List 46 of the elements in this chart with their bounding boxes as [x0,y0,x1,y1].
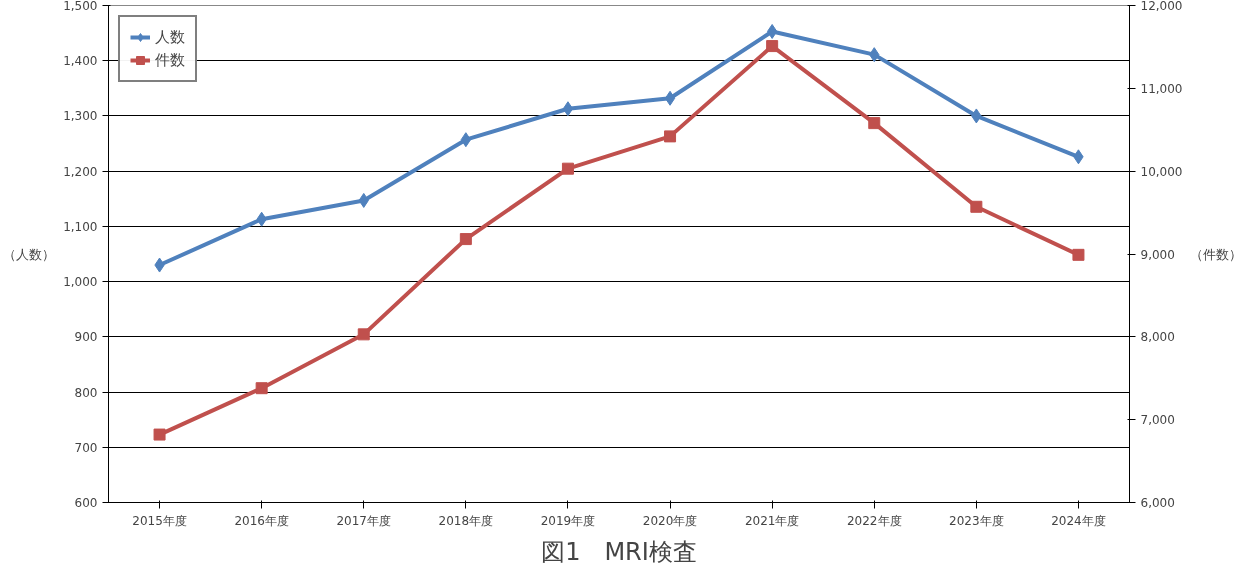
x-tick-label: 2019年度 [540,513,596,528]
point [766,23,778,39]
x-tick-label: 2022年度 [846,513,902,528]
legend-label: 人数 [155,27,185,47]
y-tick-label: 1,100 [63,219,98,234]
x-tick-label: 2024年度 [1051,513,1106,528]
y-tick-label: 800 [74,385,98,400]
y2-tick-label: 8,000 [1140,330,1175,345]
y-tick-label: 600 [74,496,98,510]
x-tick-label: 2015年度 [132,513,187,528]
point [664,130,677,143]
y2-tick-label: 6,000 [1140,496,1175,510]
point [868,117,881,130]
y-axis-title: （人数） [3,246,56,262]
point [1072,248,1085,261]
y-tick-label: 1,200 [63,164,98,179]
x-tick-label: 2017年度 [336,513,392,528]
legend-label: 件数 [155,50,185,70]
point [562,101,574,117]
point [561,162,574,175]
text: 図1 MRI検査 [541,537,697,566]
y2-axis-title: （件数） [1190,246,1243,262]
point [153,428,166,441]
x-tick-label: 2016年度 [234,513,289,528]
y-tick-label: 1,500 [63,0,98,13]
x-tick-label: 2018年度 [438,513,494,528]
y-tick-label: 700 [74,440,98,455]
x-tick-label: 2023年度 [949,513,1004,528]
y-tick-label: 1,000 [63,275,98,290]
y2-tick-label: 10,000 [1140,164,1183,179]
x-tick-label: 2020年度 [642,513,698,528]
y-tick-label: 1,400 [63,54,98,69]
point [460,132,472,148]
point [357,328,370,341]
y2-tick-label: 9,000 [1140,247,1175,262]
point [970,200,983,213]
point [255,382,268,395]
x-tick-label: 2021年度 [744,513,800,528]
point [766,40,779,53]
point [664,90,676,106]
y2-tick-label: 12,000 [1140,0,1183,13]
y2-tick-label: 11,000 [1140,81,1183,96]
y2-tick-label: 7,000 [1140,413,1175,428]
y-tick-label: 1,300 [63,109,98,124]
point [459,233,472,246]
y-tick-label: 900 [74,330,98,345]
